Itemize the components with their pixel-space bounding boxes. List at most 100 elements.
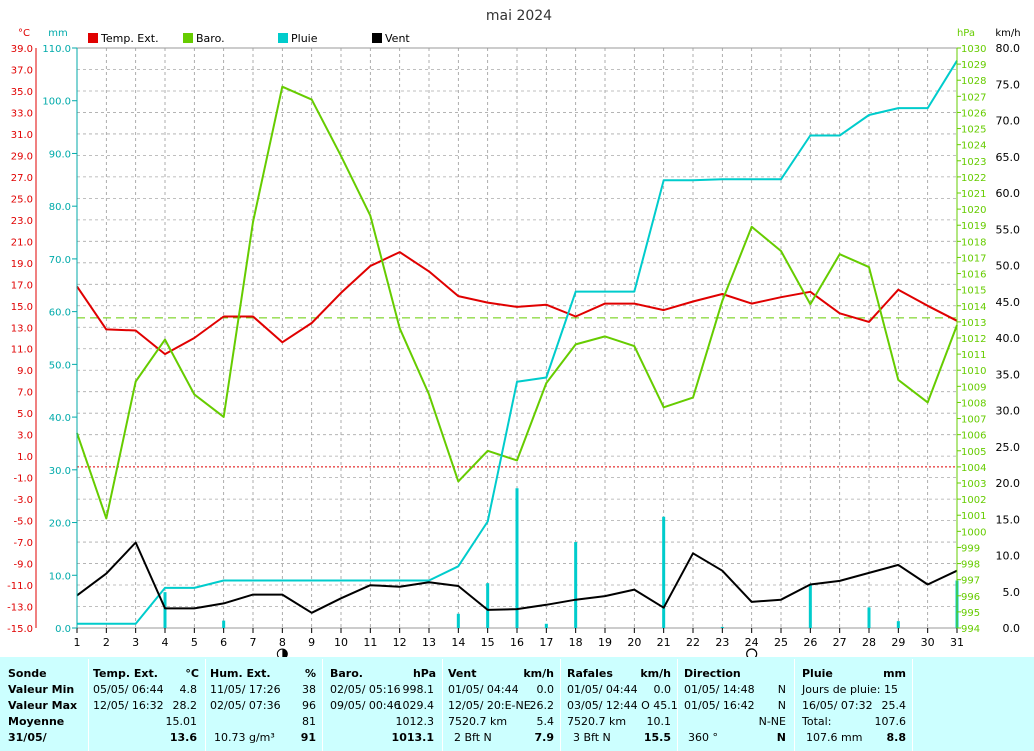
daily-rain-bar bbox=[515, 488, 519, 628]
temp-tick-label: -7.0 bbox=[13, 538, 33, 549]
moon-full-icon bbox=[276, 648, 288, 657]
separator bbox=[912, 659, 913, 751]
wind-tick-label: 55.0 bbox=[996, 223, 1021, 236]
separator bbox=[322, 659, 323, 751]
wind-line bbox=[76, 541, 958, 614]
hum-min-value: 38 bbox=[302, 683, 316, 696]
rain-unit: mm bbox=[883, 667, 906, 680]
rain-tick-label: 50.0 bbox=[49, 360, 71, 371]
x-tick-label: 31 bbox=[950, 636, 964, 649]
x-tick-label: 29 bbox=[891, 636, 905, 649]
gust-avg: 10.1 bbox=[646, 715, 672, 728]
baro-tick-label: 1013 bbox=[961, 318, 986, 329]
wind-min-date: 01/05/ 04:44 bbox=[448, 683, 519, 696]
wind-header: Vent bbox=[448, 667, 477, 680]
x-tick-label: 16 bbox=[510, 636, 524, 649]
wind-tick-label: 15.0 bbox=[996, 513, 1021, 526]
gust-header: Rafales bbox=[567, 667, 613, 680]
x-tick-label: 10 bbox=[334, 636, 348, 649]
moon-disc bbox=[746, 648, 758, 657]
wind-tick-label: 70.0 bbox=[996, 115, 1021, 128]
wind-avg: 5.4 bbox=[536, 715, 555, 728]
separator bbox=[442, 659, 443, 751]
x-tick-label: 25 bbox=[774, 636, 788, 649]
weather-chart: 1 2 3 4 5 6 7 8 9 10 11 12 13 14 15 16 17 18 19 20 21 22 23 24 2… bbox=[7, 8, 1021, 657]
baro-tick-label: 1006 bbox=[961, 431, 986, 442]
temp-tick-label: 13.0 bbox=[11, 323, 33, 334]
baro-tick-label: 1016 bbox=[961, 270, 986, 281]
baro-tick-label: 1003 bbox=[961, 479, 986, 490]
pressure-line bbox=[76, 85, 958, 520]
x-tick-label: 11 bbox=[363, 636, 377, 649]
temp-tick-label: 33.0 bbox=[11, 108, 33, 119]
rain-tick-label: 90.0 bbox=[49, 149, 71, 160]
gust-current: 15.5 bbox=[643, 731, 671, 744]
x-tick-label: 23 bbox=[715, 636, 729, 649]
temp-tick-label: 35.0 bbox=[11, 87, 33, 98]
baro-tick-label: 1028 bbox=[961, 76, 986, 87]
baro-tick-label: 1010 bbox=[961, 366, 986, 377]
stats-baro-column: Baro. hPa 02/05/ 05:16 998.1 09/05/ 00:46… bbox=[326, 659, 442, 749]
wind-max-value: 26.2 bbox=[529, 699, 555, 712]
x-tick-label: 2 bbox=[103, 636, 110, 649]
temp-tick-label: 11.0 bbox=[11, 345, 33, 356]
rain-tick-label: 100.0 bbox=[42, 97, 71, 108]
temp-tick-label: -15.0 bbox=[7, 624, 33, 635]
hum-min-date: 11/05/ 17:26 bbox=[210, 683, 281, 696]
x-tick-label: 3 bbox=[132, 636, 139, 649]
separator bbox=[560, 659, 561, 751]
wind-distance: 7520.7 km bbox=[448, 715, 508, 728]
baro-tick-label: 1022 bbox=[961, 173, 986, 184]
rain-tick-label: 0.0 bbox=[55, 624, 71, 635]
wind-tick-label: 65.0 bbox=[996, 151, 1021, 164]
wind-tick-label: 75.0 bbox=[996, 78, 1021, 91]
hum-header: Hum. Ext. bbox=[210, 667, 271, 680]
baro-tick-label: 1012 bbox=[961, 334, 986, 345]
separator bbox=[88, 659, 89, 751]
rain-current: 8.8 bbox=[886, 731, 907, 744]
separator bbox=[794, 659, 795, 751]
x-tick-label: 8 bbox=[279, 636, 286, 649]
x-tick-label: 4 bbox=[162, 636, 169, 649]
unit-celsius: °C bbox=[18, 28, 30, 39]
baro-max-value: 1029.4 bbox=[395, 699, 435, 712]
x-tick-label: 14 bbox=[451, 636, 465, 649]
x-tick-label: 20 bbox=[627, 636, 641, 649]
wind-tick-label: 60.0 bbox=[996, 187, 1021, 200]
chart-title: mai 2024 bbox=[486, 8, 552, 24]
baro-tick-label: 1021 bbox=[961, 189, 986, 200]
gust-distance: 7520.7 km bbox=[567, 715, 627, 728]
legend-label-rain: Pluie bbox=[291, 32, 318, 45]
moon-shade bbox=[282, 649, 288, 657]
temp-current: 13.6 bbox=[169, 731, 197, 744]
rain-tick-label: 110.0 bbox=[42, 44, 71, 55]
temp-tick-label: -1.0 bbox=[13, 474, 33, 485]
x-tick-label: 19 bbox=[598, 636, 612, 649]
rain-max-date: 16/05/ 07:32 bbox=[802, 699, 873, 712]
wind-tick-label: 80.0 bbox=[996, 42, 1021, 55]
rain-header: Pluie bbox=[802, 667, 833, 680]
gust-min-value: 0.0 bbox=[653, 683, 672, 696]
x-tick-label: 1 bbox=[74, 636, 81, 649]
hum-max-date: 02/05/ 07:36 bbox=[210, 699, 281, 712]
temp-tick-label: -5.0 bbox=[13, 517, 33, 528]
rain-tick-label: 70.0 bbox=[49, 255, 71, 266]
temp-tick-label: 27.0 bbox=[11, 173, 33, 184]
temp-tick-label: 1.0 bbox=[17, 452, 33, 463]
temp-min-date: 05/05/ 06:44 bbox=[93, 683, 164, 696]
daily-rain-bar bbox=[808, 584, 812, 628]
stats-hum-column: Hum. Ext. % 11/05/ 17:26 38 02/05/ 07:36 9… bbox=[206, 659, 322, 749]
temp-tick-label: -13.0 bbox=[7, 603, 33, 614]
daily-rain-bar bbox=[867, 607, 871, 628]
legend-swatch-baro bbox=[183, 33, 193, 43]
hum-avg: 81 bbox=[302, 715, 316, 728]
gust-unit: km/h bbox=[640, 667, 671, 680]
legend-label-temp: Temp. Ext. bbox=[100, 32, 159, 45]
baro-tick-label: 998 bbox=[961, 560, 980, 571]
temp-max-date: 12/05/ 16:32 bbox=[93, 699, 164, 712]
rain-tick-label: 20.0 bbox=[49, 519, 71, 530]
baro-tick-label: 999 bbox=[961, 543, 980, 554]
daily-rain-bars bbox=[163, 488, 959, 628]
separator bbox=[205, 659, 206, 751]
temp-tick-label: 17.0 bbox=[11, 280, 33, 291]
